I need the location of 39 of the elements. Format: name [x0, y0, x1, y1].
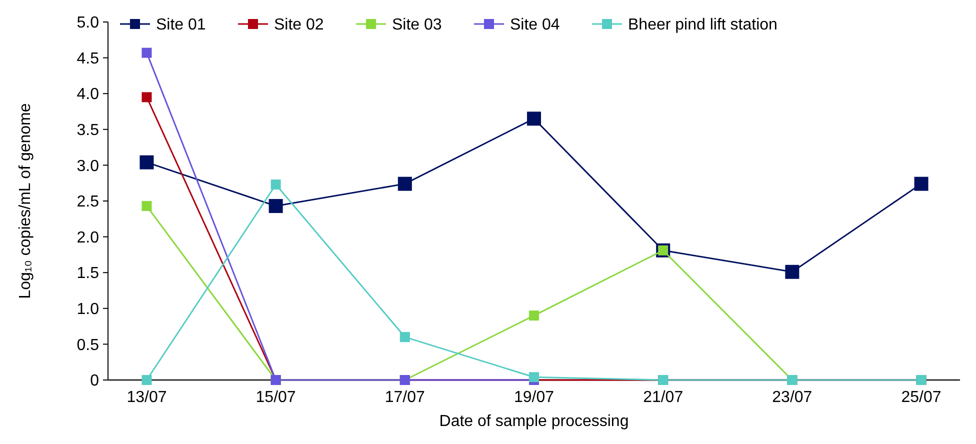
y-tick-label: 3.0: [76, 158, 100, 175]
x-tick-label: 13/07: [126, 389, 167, 406]
point: [529, 310, 539, 321]
x-tick-label: 19/07: [514, 389, 554, 406]
x-tick-label: 25/07: [901, 389, 942, 406]
y-tick-label: 0.5: [76, 336, 100, 354]
point: [142, 92, 152, 102]
point: [142, 375, 152, 385]
y-tick-label: 1.5: [76, 265, 100, 282]
point: [142, 201, 152, 212]
point: [142, 48, 152, 58]
y-tick-label: 2.0: [76, 229, 100, 246]
y-tick-label: 3.5: [76, 122, 100, 139]
point: [529, 372, 539, 382]
point: [400, 332, 410, 342]
point: [914, 176, 928, 191]
legend-label: Bheer pind lift station: [628, 16, 778, 34]
point: [398, 176, 412, 191]
point: [270, 180, 281, 190]
y-tick-label: 4.0: [76, 86, 100, 104]
y-tick-label: 0: [90, 372, 100, 390]
y-tick-label: 5.0: [76, 14, 100, 32]
x-tick-label: 23/07: [772, 389, 812, 406]
y-tick-label: 1.0: [76, 301, 100, 318]
point: [268, 199, 283, 214]
point: [785, 264, 800, 279]
y-axis-title: Log₁₀ copies/mL of genome: [17, 103, 34, 299]
y-tick-label: 2.5: [76, 194, 100, 211]
point: [140, 155, 154, 170]
legend-label: Site 03: [392, 16, 442, 34]
x-axis-title: Date of sample processing: [439, 413, 629, 430]
legend-label: Site 02: [274, 16, 324, 34]
legend-label: Site 01: [156, 16, 206, 34]
y-tick-label: 4.5: [76, 50, 100, 68]
x-tick-label: 15/07: [256, 389, 296, 406]
legend-label: Site 04: [510, 16, 560, 34]
point: [527, 112, 541, 126]
x-tick-label: 17/07: [384, 389, 426, 406]
x-tick-label: 21/07: [643, 389, 684, 406]
